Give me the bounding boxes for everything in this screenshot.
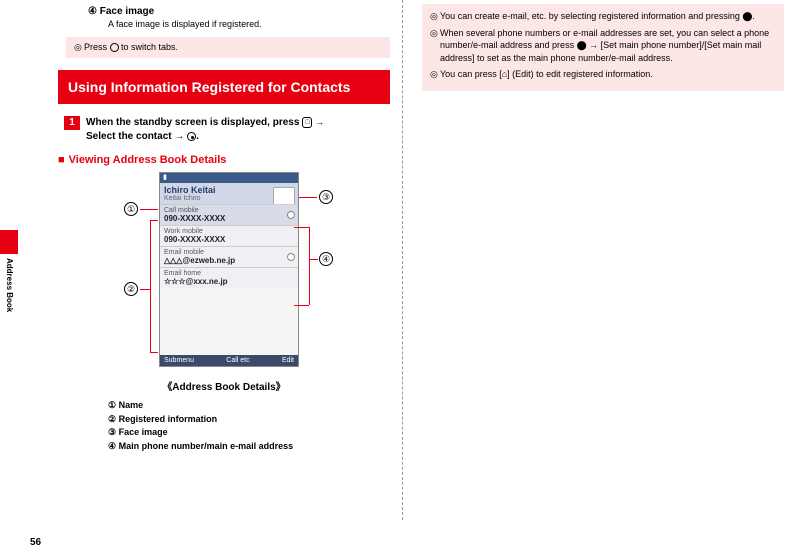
nav-key-icon [110,43,119,52]
callout-3: ③ [319,190,333,204]
legend-4: ④ Main phone number/main e-mail address [108,440,390,454]
item-4-desc: A face image is displayed if registered. [108,19,390,29]
notes-box: ◎ You can create e-mail, etc. by selecti… [422,4,784,91]
note-bullet: ◎ [74,42,84,53]
note-row-0: ◎ You can create e-mail, etc. by selecti… [430,10,776,23]
column-divider [402,0,403,520]
item-4-title: Face image [100,6,154,17]
row-2-value: △△△@ezweb.ne.jp [164,256,235,265]
section-header: Using Information Registered for Contact… [58,70,390,104]
note-row-2: ◎ You can press [⌂] (Edit) to edit regis… [430,68,776,81]
phone-row-0: Call mobile 090-XXXX-XXXX [160,204,298,225]
left-column: ④ Face image A face image is displayed i… [0,0,402,552]
legend-2: ② Registered information [108,413,390,427]
note-0-text: You can create e-mail, etc. by selecting… [440,10,776,23]
callout-4-bracket-top [294,227,309,228]
phone-softkeys: Submenu Call etc Edit [160,355,298,366]
phone-diagram: ▮ Ichiro Keitai Keitai Ichiro Call mobil… [84,172,364,372]
step-1-text-a: When the standby screen is displayed, pr… [86,117,302,128]
callout-1-line [140,209,158,210]
sub-heading-text: Viewing Address Book Details [69,154,227,166]
main-indicator-icon-2 [287,253,295,261]
softkey-center: Call etc [226,357,249,364]
item-4: ④ Face image A face image is displayed i… [88,6,390,29]
step-1-text-b: Select the contact → [86,131,187,142]
note-2-bullet: ◎ [430,68,440,81]
row-0-label: Call mobile [164,207,294,214]
note-text-b: to switch tabs. [119,42,179,52]
callout-2-bracket-bot [150,352,158,353]
callout-4-bracket-bot [294,305,309,306]
note-1-bullet: ◎ [430,27,440,65]
callout-4-bracket [309,227,310,305]
row-0-value: 090-XXXX-XXXX [164,214,225,223]
step-1-badge: 1 [64,116,80,130]
phone-statusbar: ▮ [160,173,298,183]
phone-name-row: Ichiro Keitai Keitai Ichiro [160,183,298,204]
note-2-text: You can press [⌂] (Edit) to edit registe… [440,68,776,81]
sub-heading: ■ Viewing Address Book Details [58,154,390,166]
addressbook-key-icon: □ [302,117,312,128]
phone-row-1: Work mobile 090-XXXX-XXXX [160,225,298,246]
square-icon: ■ [58,154,65,166]
callout-3-line [299,197,317,198]
note-row-1: ◎ When several phone numbers or e-mail a… [430,27,776,65]
callout-2-bracket-top [150,220,158,221]
row-1-label: Work mobile [164,228,294,235]
arrow-icon: → [315,117,324,127]
step-1-text: When the standby screen is displayed, pr… [86,116,324,144]
row-2-label: Email mobile [164,249,294,256]
main-indicator-icon [287,211,295,219]
note-1-text: When several phone numbers or e-mail add… [440,27,776,65]
tab-switch-note: ◎Press to switch tabs. [66,37,390,58]
row-1-value: 090-XXXX-XXXX [164,235,225,244]
phone-screen: ▮ Ichiro Keitai Keitai Ichiro Call mobil… [159,172,299,367]
callout-4-line [309,259,318,260]
callout-1: ① [124,202,138,216]
callout-2-line [140,289,150,290]
callout-2-bracket [150,220,151,352]
figure-caption: 《Address Book Details》 [58,378,390,393]
softkey-left: Submenu [164,357,194,364]
phone-row-3: Email home ☆☆☆@xxx.ne.jp [160,267,298,288]
callout-4: ④ [319,252,333,266]
step-1: 1 When the standby screen is displayed, … [64,116,390,144]
note-text-a: Press [84,42,110,52]
phone-row-2: Email mobile △△△@ezweb.ne.jp [160,246,298,267]
right-column: ◎ You can create e-mail, etc. by selecti… [402,0,804,552]
softkey-right: Edit [282,357,294,364]
row-3-label: Email home [164,270,294,277]
row-3-value: ☆☆☆@xxx.ne.jp [164,277,228,286]
callout-2: ② [124,282,138,296]
legend-1: ① Name [108,399,390,413]
legend-3: ③ Face image [108,426,390,440]
item-4-num: ④ [88,6,97,17]
legend: ① Name ② Registered information ③ Face i… [108,399,390,453]
note-0-bullet: ◎ [430,10,440,23]
center-key-icon [187,132,196,141]
